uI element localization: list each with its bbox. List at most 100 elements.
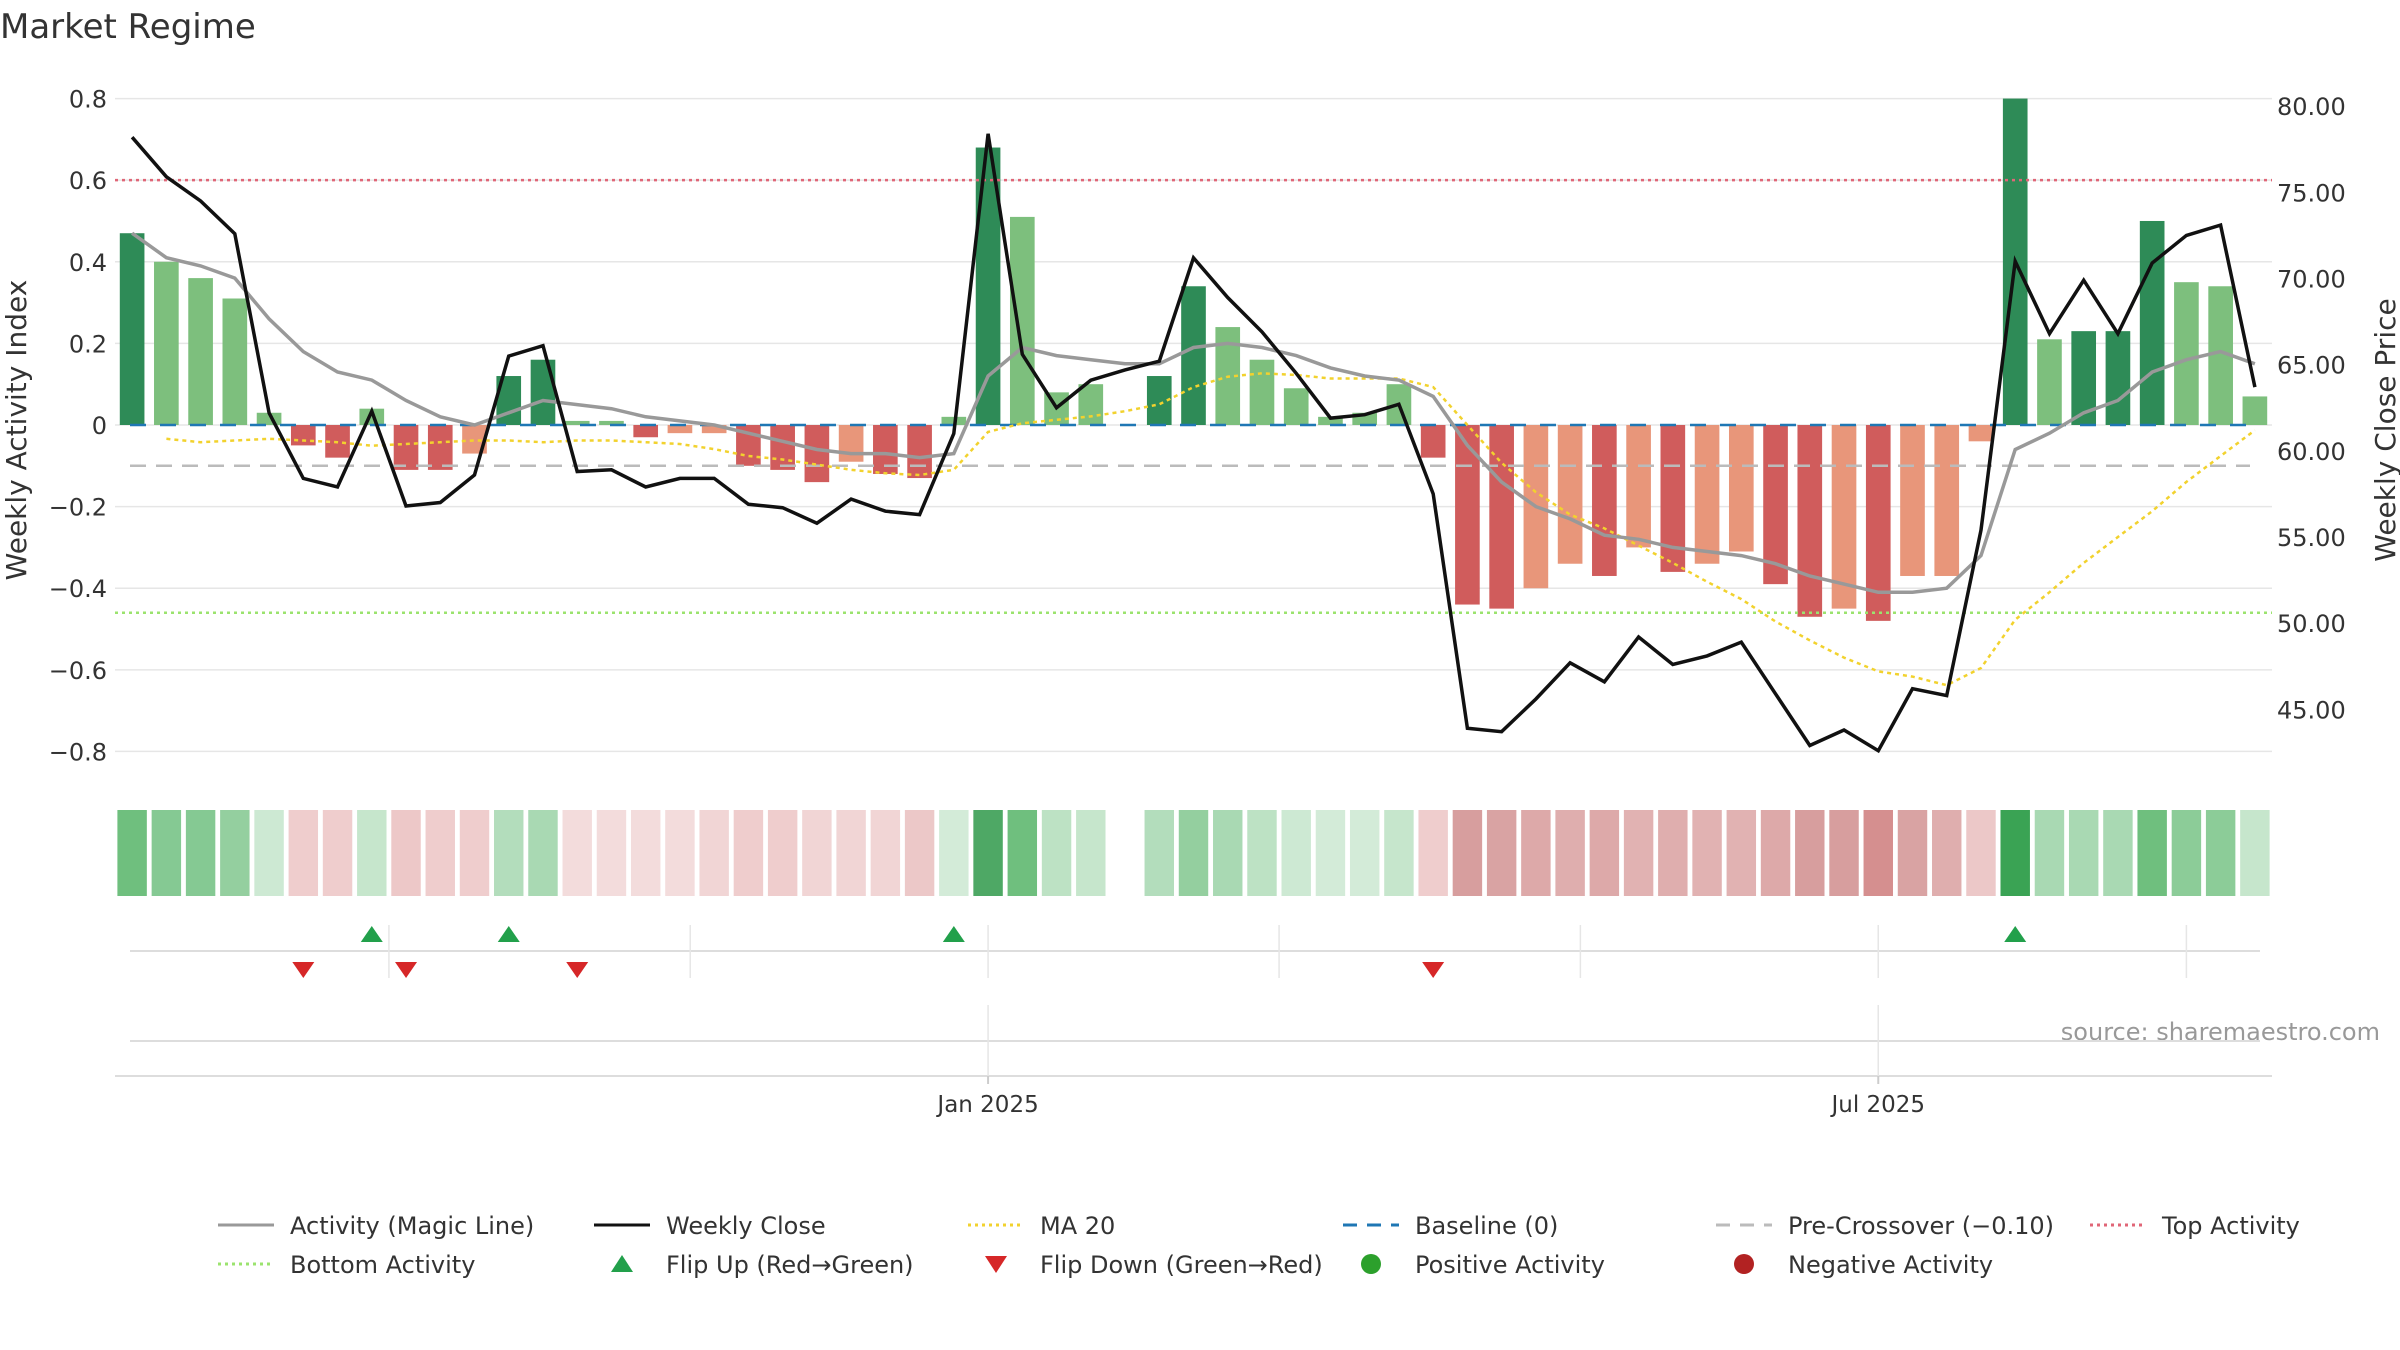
regime-cell [425, 810, 455, 896]
regime-cell [494, 810, 524, 896]
regime-cell [220, 810, 250, 896]
y-tick-label: −0.2 [49, 494, 107, 522]
regime-cell [1932, 810, 1962, 896]
regime-cell [151, 810, 182, 896]
regime-cell [185, 810, 216, 896]
regime-cell [630, 810, 661, 896]
y2-tick-label: 70.00 [2277, 266, 2346, 294]
regime-cell [117, 810, 147, 896]
regime-cell [1795, 810, 1825, 896]
activity-bar [1318, 416, 1343, 425]
activity-bar [1797, 425, 1823, 617]
y2-tick-label: 80.00 [2277, 93, 2346, 121]
legend-label: MA 20 [1040, 1212, 1115, 1240]
activity-bar [290, 425, 316, 446]
legend-label: Pre-Crossover (−0.10) [1788, 1212, 2054, 1240]
regime-cell [1829, 810, 1859, 896]
legend-item: Weekly Close [594, 1212, 826, 1240]
regime-cell [1281, 810, 1311, 896]
regime-cell [1589, 810, 1620, 896]
regime-cell [1349, 810, 1380, 896]
regime-cell [596, 810, 627, 896]
activity-bar [1968, 425, 1994, 442]
regime-cell [2171, 810, 2202, 896]
y-tick-label: 0 [92, 412, 107, 440]
activity-bar [1557, 425, 1583, 564]
legend-label: Baseline (0) [1415, 1212, 1558, 1240]
activity-bar [1283, 388, 1309, 425]
activity-bar [1763, 425, 1788, 585]
legend-swatch [1361, 1254, 1381, 1274]
activity-bar [1934, 425, 1960, 576]
regime-cell [836, 810, 866, 896]
activity-bar [2105, 331, 2131, 425]
activity-bar [907, 425, 932, 479]
y-axis-ticks: 0.8 0.6 0.4 0.2 0 −0.2 −0.4 −0.6 −0.8 [49, 86, 107, 767]
y2-tick-label: 45.00 [2277, 696, 2346, 724]
regime-cell [1521, 810, 1551, 896]
regime-cell [1863, 810, 1893, 896]
y2-tick-label: 50.00 [2277, 610, 2346, 638]
y2-axis-label: Weekly Close Price [2369, 298, 2400, 561]
regime-cell [2034, 810, 2065, 896]
activity-bar [633, 425, 659, 438]
activity-bar [1728, 425, 1754, 552]
legend-item: Top Activity [2090, 1212, 2300, 1240]
regime-cell [1897, 810, 1928, 896]
regime-cell [733, 810, 764, 896]
chart-title: Market Regime [0, 7, 256, 47]
activity-bar [1831, 425, 1857, 609]
regime-cell [1007, 810, 1038, 896]
regime-cell [254, 810, 284, 896]
y2-tick-label: 55.00 [2277, 524, 2346, 552]
regime-cell [1384, 810, 1414, 896]
activity-bar [1009, 216, 1035, 425]
legend-label: Activity (Magic Line) [290, 1212, 534, 1240]
y-tick-label: −0.8 [49, 738, 107, 766]
y-tick-label: 0.6 [69, 167, 107, 195]
regime-cell [1315, 810, 1346, 896]
legend-swatch [985, 1256, 1007, 1273]
legend-label: Weekly Close [666, 1212, 826, 1240]
regime-cell [1966, 810, 1996, 896]
regime-cell [2137, 810, 2167, 896]
activity-bar [701, 425, 727, 434]
regime-cell [357, 810, 387, 896]
activity-bar [667, 425, 693, 434]
activity-bar [2139, 220, 2165, 425]
legend-label: Flip Up (Red→Green) [666, 1251, 914, 1279]
regime-cell [973, 810, 1003, 896]
regime-cell [2068, 810, 2099, 896]
activity-bar [1694, 425, 1720, 564]
activity-bars [119, 98, 2268, 621]
y2-axis-ticks: 80.00 75.00 70.00 65.00 60.00 55.00 50.00 45.00 [2277, 93, 2346, 724]
legend: Activity (Magic Line) Weekly Close MA 20 Ba… [218, 1212, 2300, 1279]
legend-swatch [611, 1255, 633, 1272]
activity-bar [2037, 339, 2062, 425]
regime-cell [904, 810, 935, 896]
y-axis-label: Weekly Activity Index [0, 280, 33, 581]
activity-bar [188, 278, 213, 425]
regime-cell [459, 810, 490, 896]
regime-cell [767, 810, 798, 896]
series-lines [130, 133, 2257, 754]
regime-cell [391, 810, 421, 896]
flip-up-marker [2004, 926, 2027, 942]
regime-cell [665, 810, 695, 896]
activity-bar [564, 420, 590, 425]
regime-cell [322, 810, 353, 896]
regime-cell [1418, 810, 1448, 896]
regime-cell [802, 810, 832, 896]
regime-cell [1452, 810, 1483, 896]
regime-cell [699, 810, 729, 896]
activity-bar [1865, 425, 1891, 621]
regime-cell [1658, 810, 1688, 896]
activity-bar [1181, 286, 1206, 425]
weekly-close-line [130, 133, 2257, 754]
x-tick-label: Jul 2025 [1829, 1092, 1925, 1118]
flip-up-marker [497, 926, 520, 942]
legend-item: Positive Activity [1361, 1251, 1605, 1279]
activity-bar [1455, 425, 1480, 605]
reference-lines [115, 178, 2272, 614]
